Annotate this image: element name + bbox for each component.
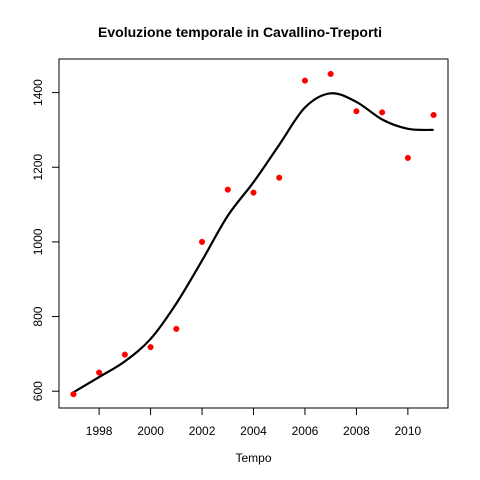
data-point xyxy=(198,238,206,245)
data-point xyxy=(301,77,309,84)
x-tick-label: 2002 xyxy=(189,424,216,438)
data-point xyxy=(327,70,334,77)
data-point xyxy=(353,108,360,115)
data-point xyxy=(96,369,103,376)
x-axis-label: Tempo xyxy=(235,451,271,465)
y-tick-label: 1200 xyxy=(31,154,45,181)
data-point xyxy=(276,174,283,181)
data-point xyxy=(70,391,77,398)
points-layer xyxy=(70,70,437,398)
data-point xyxy=(173,325,180,332)
x-tick-label: 2006 xyxy=(292,424,319,438)
data-point xyxy=(224,186,231,193)
y-tick-label: 800 xyxy=(31,306,45,326)
y-tick-label: 600 xyxy=(31,381,45,401)
data-point xyxy=(430,111,437,119)
y-tick-label: 1400 xyxy=(31,79,45,106)
data-point xyxy=(121,351,128,358)
y-tick-label: 1000 xyxy=(31,228,45,255)
data-point xyxy=(250,189,257,196)
x-tick-label: 2010 xyxy=(395,424,422,438)
x-axis: 1998 2000 2002 2004 2006 2008 2010 xyxy=(86,407,422,438)
trend-curve xyxy=(72,92,434,394)
y-axis: 600 800 1000 1200 1400 xyxy=(31,79,60,401)
x-tick-label: 1998 xyxy=(86,424,113,438)
data-point xyxy=(404,154,411,161)
data-point xyxy=(379,109,386,116)
data-point xyxy=(147,344,154,351)
x-tick-label: 2000 xyxy=(137,424,164,438)
chart-title: Evoluzione temporale in Cavallino-Trepor… xyxy=(98,24,382,40)
plot-frame xyxy=(58,58,449,409)
x-tick-label: 2004 xyxy=(240,424,267,438)
x-tick-label: 2008 xyxy=(343,424,370,438)
curve-layer xyxy=(72,92,434,394)
